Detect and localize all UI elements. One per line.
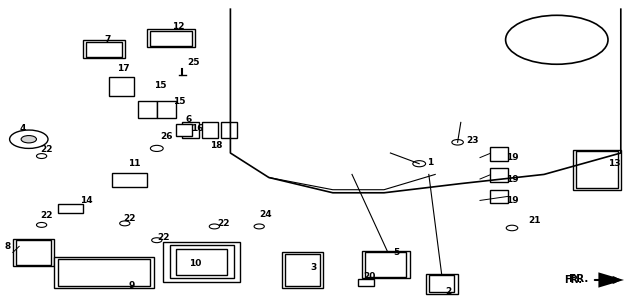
Text: 22: 22 bbox=[40, 211, 52, 220]
Text: 19: 19 bbox=[506, 174, 518, 184]
Text: 22: 22 bbox=[40, 145, 52, 155]
Text: 16: 16 bbox=[191, 124, 204, 133]
Text: 2: 2 bbox=[445, 287, 451, 296]
Bar bbox=[221, 122, 237, 138]
Text: 14: 14 bbox=[80, 196, 93, 205]
Bar bbox=[147, 29, 195, 47]
Bar bbox=[86, 42, 122, 57]
Text: 5: 5 bbox=[394, 248, 400, 257]
Bar bbox=[157, 101, 176, 118]
Bar bbox=[150, 31, 192, 46]
Text: 26: 26 bbox=[160, 132, 173, 141]
Bar bbox=[176, 249, 227, 275]
Text: 9: 9 bbox=[128, 281, 134, 290]
Bar bbox=[138, 101, 157, 118]
Text: 11: 11 bbox=[128, 159, 141, 168]
Bar bbox=[282, 252, 323, 288]
Bar bbox=[285, 254, 320, 286]
Circle shape bbox=[152, 238, 162, 243]
Bar bbox=[490, 168, 508, 182]
Text: 1: 1 bbox=[427, 158, 433, 167]
Text: 8: 8 bbox=[4, 242, 11, 251]
Text: 19: 19 bbox=[506, 153, 518, 162]
Bar bbox=[83, 40, 125, 58]
Bar bbox=[365, 252, 406, 277]
Text: 3: 3 bbox=[310, 263, 317, 272]
Bar bbox=[176, 124, 192, 136]
Bar bbox=[58, 204, 83, 213]
Bar bbox=[573, 150, 621, 190]
Bar bbox=[490, 190, 508, 203]
Circle shape bbox=[120, 221, 130, 226]
Text: 13: 13 bbox=[608, 159, 621, 168]
Circle shape bbox=[254, 224, 264, 229]
Text: 24: 24 bbox=[259, 210, 272, 219]
Bar bbox=[362, 251, 410, 278]
Text: 22: 22 bbox=[218, 219, 230, 229]
Text: 10: 10 bbox=[189, 259, 202, 268]
Text: 21: 21 bbox=[528, 216, 541, 225]
Bar bbox=[16, 240, 51, 265]
Text: FR.: FR. bbox=[570, 274, 589, 284]
Bar bbox=[490, 147, 508, 161]
Bar bbox=[58, 259, 150, 286]
Text: 19: 19 bbox=[506, 196, 518, 205]
Text: 15: 15 bbox=[154, 81, 166, 90]
Text: 15: 15 bbox=[173, 97, 186, 106]
Bar bbox=[170, 245, 234, 278]
Bar bbox=[54, 257, 154, 288]
Text: 4: 4 bbox=[19, 124, 26, 133]
Text: 22: 22 bbox=[157, 233, 170, 242]
Bar bbox=[13, 239, 54, 266]
Bar bbox=[429, 275, 454, 292]
Bar bbox=[576, 151, 618, 188]
Text: 20: 20 bbox=[364, 271, 376, 281]
Text: 18: 18 bbox=[210, 141, 223, 150]
Circle shape bbox=[36, 222, 47, 227]
Circle shape bbox=[21, 136, 36, 143]
Text: 17: 17 bbox=[116, 64, 129, 73]
Bar bbox=[426, 274, 458, 294]
Text: 25: 25 bbox=[187, 58, 200, 67]
Text: 12: 12 bbox=[172, 22, 184, 32]
Text: 6: 6 bbox=[186, 115, 192, 124]
Circle shape bbox=[413, 161, 426, 167]
Text: 7: 7 bbox=[104, 35, 111, 44]
Circle shape bbox=[36, 154, 47, 159]
Circle shape bbox=[452, 140, 463, 145]
Text: 23: 23 bbox=[466, 136, 479, 145]
Circle shape bbox=[150, 145, 163, 151]
Text: FR.: FR. bbox=[564, 275, 582, 285]
Bar bbox=[358, 279, 374, 286]
Bar bbox=[182, 122, 199, 138]
Bar bbox=[202, 122, 218, 138]
Bar bbox=[112, 173, 147, 187]
Circle shape bbox=[506, 225, 518, 231]
Bar bbox=[163, 242, 240, 282]
Bar bbox=[109, 76, 134, 96]
Text: 22: 22 bbox=[124, 214, 136, 223]
Circle shape bbox=[209, 224, 220, 229]
Polygon shape bbox=[598, 272, 624, 288]
